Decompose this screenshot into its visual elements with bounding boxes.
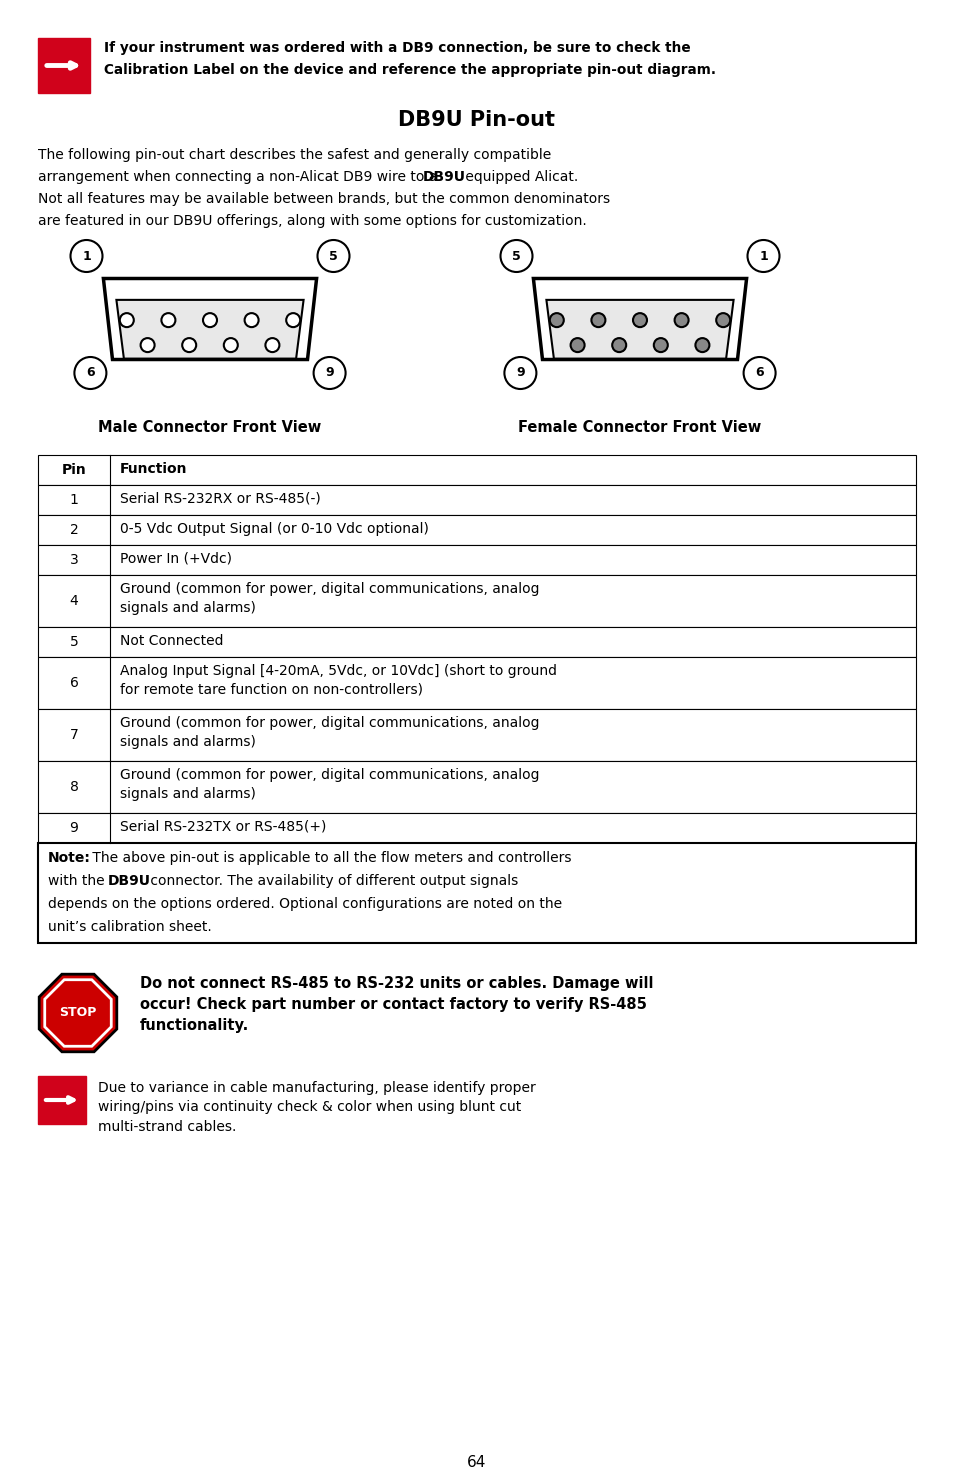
Text: unit’s calibration sheet.: unit’s calibration sheet. <box>48 920 212 934</box>
Polygon shape <box>45 979 112 1046</box>
Text: Calibration Label on the device and reference the appropriate pin-out diagram.: Calibration Label on the device and refe… <box>104 63 716 77</box>
Circle shape <box>716 313 729 327</box>
Circle shape <box>182 338 196 353</box>
Circle shape <box>653 338 667 353</box>
Polygon shape <box>38 515 915 544</box>
Text: 3: 3 <box>70 553 78 566</box>
Text: If your instrument was ordered with a DB9 connection, be sure to check the: If your instrument was ordered with a DB… <box>104 41 690 55</box>
Circle shape <box>500 240 532 271</box>
Text: Due to variance in cable manufacturing, please identify proper
wiring/pins via c: Due to variance in cable manufacturing, … <box>98 1081 536 1134</box>
Text: 5: 5 <box>70 636 78 649</box>
Text: 1: 1 <box>70 493 78 507</box>
Polygon shape <box>546 299 733 358</box>
Text: 0-5 Vdc Output Signal (or 0-10 Vdc optional): 0-5 Vdc Output Signal (or 0-10 Vdc optio… <box>120 522 429 535</box>
Text: DB9U: DB9U <box>108 875 151 888</box>
Circle shape <box>224 338 237 353</box>
Circle shape <box>286 313 300 327</box>
Polygon shape <box>38 544 915 575</box>
Polygon shape <box>38 656 915 709</box>
Circle shape <box>203 313 216 327</box>
Text: connector. The availability of different output signals: connector. The availability of different… <box>146 875 517 888</box>
Text: STOP: STOP <box>59 1006 96 1019</box>
Text: 64: 64 <box>467 1454 486 1471</box>
Text: 9: 9 <box>516 366 524 379</box>
Polygon shape <box>38 813 915 844</box>
Text: Analog Input Signal [4-20mA, 5Vdc, or 10Vdc] (short to ground
for remote tare fu: Analog Input Signal [4-20mA, 5Vdc, or 10… <box>120 664 557 698</box>
Text: 5: 5 <box>512 249 520 263</box>
Text: 2: 2 <box>70 524 78 537</box>
Circle shape <box>570 338 584 353</box>
Circle shape <box>161 313 175 327</box>
Text: 5: 5 <box>329 249 337 263</box>
Text: arrangement when connecting a non-Alicat DB9 wire to a: arrangement when connecting a non-Alicat… <box>38 170 441 184</box>
Circle shape <box>265 338 279 353</box>
Circle shape <box>314 357 345 389</box>
Text: Power In (+Vdc): Power In (+Vdc) <box>120 552 232 566</box>
Polygon shape <box>38 575 915 627</box>
Text: Function: Function <box>120 462 188 476</box>
Text: equipped Alicat.: equipped Alicat. <box>460 170 578 184</box>
Text: 9: 9 <box>325 366 334 379</box>
Text: Ground (common for power, digital communications, analog
signals and alarms): Ground (common for power, digital commun… <box>120 715 539 749</box>
Text: The above pin-out is applicable to all the flow meters and controllers: The above pin-out is applicable to all t… <box>88 851 571 864</box>
Text: Pin: Pin <box>62 463 87 476</box>
Circle shape <box>244 313 258 327</box>
Circle shape <box>674 313 688 327</box>
Circle shape <box>742 357 775 389</box>
Text: Do not connect RS-485 to RS-232 units or cables. Damage will
occur! Check part n: Do not connect RS-485 to RS-232 units or… <box>140 976 653 1032</box>
Polygon shape <box>38 627 915 656</box>
Polygon shape <box>533 279 746 360</box>
Circle shape <box>591 313 605 327</box>
FancyBboxPatch shape <box>38 38 90 93</box>
Text: Not Connected: Not Connected <box>120 634 223 648</box>
Text: DB9U Pin-out: DB9U Pin-out <box>398 111 555 130</box>
Circle shape <box>71 240 102 271</box>
Polygon shape <box>38 761 915 813</box>
Text: Not all features may be available between brands, but the common denominators: Not all features may be available betwee… <box>38 192 610 206</box>
Text: 6: 6 <box>70 676 78 690</box>
FancyBboxPatch shape <box>38 1075 86 1124</box>
Circle shape <box>747 240 779 271</box>
Circle shape <box>612 338 625 353</box>
Text: Female Connector Front View: Female Connector Front View <box>517 420 760 435</box>
Text: 9: 9 <box>70 822 78 835</box>
Text: depends on the options ordered. Optional configurations are noted on the: depends on the options ordered. Optional… <box>48 897 561 912</box>
Text: Serial RS-232TX or RS-485(+): Serial RS-232TX or RS-485(+) <box>120 820 326 833</box>
Text: are featured in our DB9U offerings, along with some options for customization.: are featured in our DB9U offerings, alon… <box>38 214 586 229</box>
Circle shape <box>140 338 154 353</box>
Text: with the: with the <box>48 875 109 888</box>
Circle shape <box>633 313 646 327</box>
Circle shape <box>695 338 709 353</box>
Polygon shape <box>38 454 915 485</box>
Text: 8: 8 <box>70 780 78 794</box>
Circle shape <box>74 357 107 389</box>
Text: Ground (common for power, digital communications, analog
signals and alarms): Ground (common for power, digital commun… <box>120 583 539 615</box>
Circle shape <box>504 357 536 389</box>
Polygon shape <box>38 485 915 515</box>
Text: 7: 7 <box>70 729 78 742</box>
Text: 1: 1 <box>82 249 91 263</box>
Text: Note:: Note: <box>48 851 91 864</box>
Text: 6: 6 <box>86 366 94 379</box>
Polygon shape <box>38 709 915 761</box>
Text: 4: 4 <box>70 594 78 608</box>
Polygon shape <box>38 844 915 943</box>
Text: Ground (common for power, digital communications, analog
signals and alarms): Ground (common for power, digital commun… <box>120 768 539 801</box>
Circle shape <box>549 313 563 327</box>
Polygon shape <box>103 279 316 360</box>
Text: 1: 1 <box>759 249 767 263</box>
Text: DB9U: DB9U <box>422 170 465 184</box>
Text: 6: 6 <box>755 366 763 379</box>
Text: Male Connector Front View: Male Connector Front View <box>98 420 321 435</box>
Circle shape <box>317 240 349 271</box>
Polygon shape <box>116 299 303 358</box>
Polygon shape <box>39 974 116 1052</box>
Text: The following pin-out chart describes the safest and generally compatible: The following pin-out chart describes th… <box>38 148 551 162</box>
Text: Serial RS-232RX or RS-485(-): Serial RS-232RX or RS-485(-) <box>120 493 320 506</box>
Circle shape <box>120 313 133 327</box>
